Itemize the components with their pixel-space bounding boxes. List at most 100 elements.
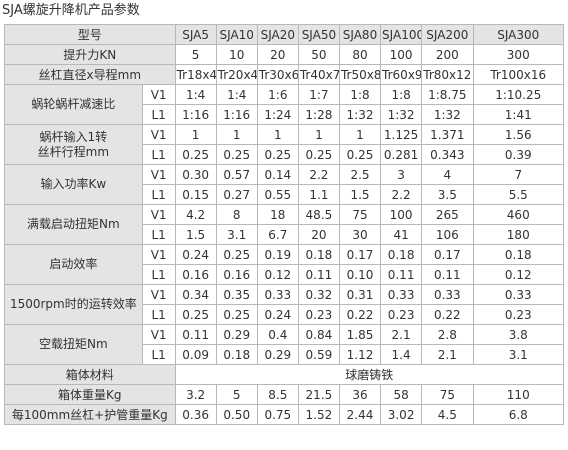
value-cell: Tr50x8 [338, 64, 382, 85]
value-cell: 0.22 [421, 304, 474, 325]
value-cell: 180 [472, 224, 565, 245]
mode-cell: V1 [141, 164, 176, 185]
value-cell: 0.25 [338, 144, 382, 165]
table-row: 输入功率Kw V1 0.30 0.57 0.14 2.2 2.5 3 4 7 [4, 164, 565, 205]
value-cell: 2.2 [297, 164, 340, 185]
value-cell: 0.59 [297, 344, 340, 365]
value-cell: 0.32 [297, 284, 340, 305]
value-cell: Tr80x12 [421, 64, 474, 85]
value-cell: 50 [297, 44, 340, 65]
mode-cell: L1 [141, 344, 176, 365]
value-cell: 0.25 [174, 144, 217, 165]
value-cell: 3.02 [380, 404, 423, 425]
value-cell: 2.2 [380, 184, 423, 205]
value-cell: 5.5 [472, 184, 565, 205]
value-cell: 20 [297, 224, 340, 245]
value-cell: 1:32 [338, 104, 382, 125]
value-cell: 1.371 [421, 124, 474, 145]
spec-table: 型号 SJA5 SJA10 SJA20 SJA50 SJA80 SJA100 SJA200 SJ… [4, 24, 565, 425]
value-cell: 1:6 [256, 84, 299, 105]
table-row: L1 0.15 0.27 0.55 1.1 1.5 2.2 3.5 5.5 [5, 184, 565, 205]
value-cell: 1:10.25 [472, 84, 565, 105]
row-label-cell: 蜗杆输入1转 丝杆行程mm [4, 124, 143, 165]
value-cell: Tr40x7 [297, 64, 340, 85]
value-cell: 1:16 [174, 104, 217, 125]
value-cell: 0.14 [256, 164, 299, 185]
model-header-cell: SJA80 [338, 24, 382, 45]
value-cell: 0.19 [256, 244, 299, 265]
mode-cell: L1 [141, 184, 176, 205]
row-label-cell: 提升力KN [4, 44, 176, 65]
value-cell: 0.23 [297, 304, 340, 325]
value-cell: 1:7 [297, 84, 340, 105]
value-cell: 0.18 [472, 244, 565, 265]
value-cell: 0.18 [380, 244, 423, 265]
value-cell: 0.17 [338, 244, 382, 265]
model-header-cell: SJA10 [215, 24, 258, 45]
row-label-cell: 空载扭矩Nm [4, 324, 143, 365]
value-cell: 0.31 [338, 284, 382, 305]
row-label-cell: 满载启动扭矩Nm [4, 204, 143, 245]
value-cell: 110 [472, 384, 565, 405]
header-row: 型号 SJA5 SJA10 SJA20 SJA50 SJA80 SJA100 SJA200 SJ… [4, 24, 565, 45]
table-row: 启动效率 V1 0.24 0.25 0.19 0.18 0.17 0.18 0.17 0.18 [4, 244, 565, 285]
value-cell: 1 [256, 124, 299, 145]
value-cell: 0.22 [338, 304, 382, 325]
model-header-cell: SJA200 [421, 24, 474, 45]
table-row: 丝杠直径x导程mm Tr18x4 Tr20x4 Tr30x6 Tr40x7 Tr50x8 T… [4, 64, 565, 85]
value-cell: 1 [174, 124, 217, 145]
value-cell: 0.33 [256, 284, 299, 305]
row-label-cell: 丝杠直径x导程mm [4, 64, 176, 85]
value-cell: Tr18x4 [174, 64, 217, 85]
value-cell: 8 [215, 204, 258, 225]
value-cell: 2.8 [421, 324, 474, 345]
table-row: L1 0.25 0.25 0.25 0.25 0.25 0.281 0.343 0.39 [5, 144, 565, 165]
value-cell: 6.7 [256, 224, 299, 245]
mode-cell: L1 [141, 144, 176, 165]
value-cell: 75 [338, 204, 382, 225]
value-cell: 48.5 [297, 204, 340, 225]
value-cell: 1:32 [421, 104, 474, 125]
table-row: 蜗杆输入1转 丝杆行程mm V1 1 1 1 1 1 1.125 1.371 1.56 [4, 124, 565, 165]
value-cell: 1 [297, 124, 340, 145]
value-cell: 0.25 [256, 144, 299, 165]
value-cell: 0.11 [297, 264, 340, 285]
row-label-cell: 箱体材料 [4, 364, 176, 385]
value-cell: 3.2 [174, 384, 217, 405]
value-cell: 0.29 [215, 324, 258, 345]
value-cell: 1.85 [338, 324, 382, 345]
value-cell: 0.343 [421, 144, 474, 165]
value-cell: 0.10 [338, 264, 382, 285]
mode-cell: V1 [141, 84, 176, 105]
material-value-cell: 球磨铸铁 [174, 364, 565, 385]
value-cell: 3.5 [421, 184, 474, 205]
value-cell: 41 [380, 224, 423, 245]
value-cell: 0.27 [215, 184, 258, 205]
value-cell: 265 [421, 204, 474, 225]
header-label-cell: 型号 [4, 24, 176, 45]
table-row: 蜗轮蜗杆减速比 V1 1:4 1:4 1:6 1:7 1:8 1:8 1:8.75 1:10.25 [4, 84, 565, 125]
value-cell: 0.55 [256, 184, 299, 205]
value-cell: 0.23 [472, 304, 565, 325]
value-cell: 6.8 [472, 404, 565, 425]
row-label-cell: 启动效率 [4, 244, 143, 285]
value-cell: 100 [380, 204, 423, 225]
model-header-cell: SJA50 [297, 24, 340, 45]
model-header-cell: SJA300 [472, 24, 565, 45]
mode-cell: V1 [141, 124, 176, 145]
value-cell: 1 [215, 124, 258, 145]
value-cell: 2.5 [338, 164, 382, 185]
mode-cell: V1 [141, 284, 176, 305]
value-cell: Tr30x6 [256, 64, 299, 85]
value-cell: 0.25 [215, 144, 258, 165]
value-cell: 3.1 [215, 224, 258, 245]
value-cell: 0.29 [256, 344, 299, 365]
value-cell: 460 [472, 204, 565, 225]
value-cell: 0.33 [472, 284, 565, 305]
value-cell: 0.25 [174, 304, 217, 325]
value-cell: 0.25 [297, 144, 340, 165]
value-cell: 4 [421, 164, 474, 185]
value-cell: 7 [472, 164, 565, 185]
value-cell: 1:16 [215, 104, 258, 125]
value-cell: 0.34 [174, 284, 217, 305]
